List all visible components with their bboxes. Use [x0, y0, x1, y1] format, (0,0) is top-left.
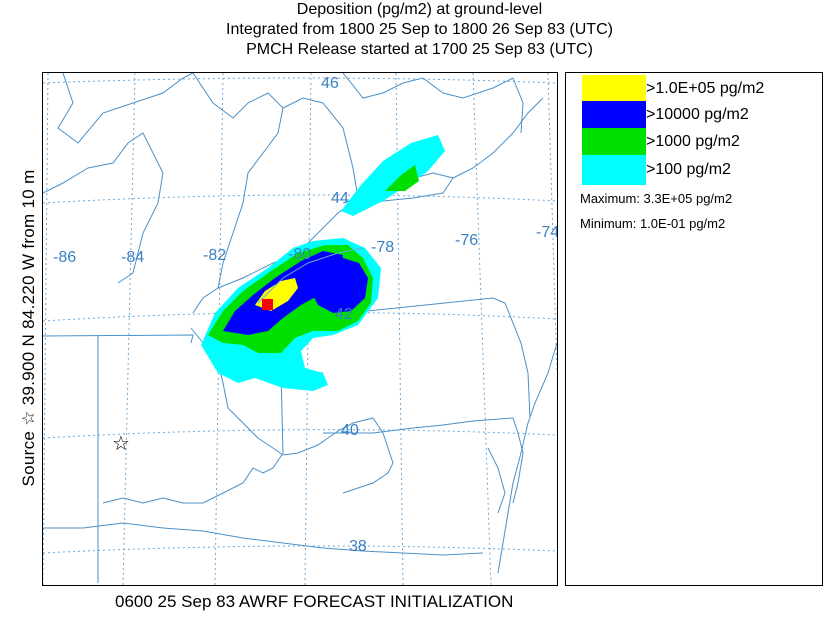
legend-maximum: Maximum: 3.3E+05 pg/m2 [580, 191, 733, 206]
legend-swatch-1000 [582, 128, 646, 158]
legend-label-100: >100 pg/m2 [646, 161, 731, 178]
legend-label-10000: >10000 pg/m2 [646, 106, 749, 123]
title-line-3: PMCH Release started at 1700 25 Sep 83 (… [246, 41, 593, 58]
lat-label-38: 38 [349, 538, 367, 555]
source-location-label-container: Source ☆ 39.900 N 84.220 W from 10 m [18, 72, 40, 584]
lat-label-46: 46 [321, 75, 339, 92]
legend-swatch-1e5 [582, 75, 646, 105]
lat-label-44: 44 [331, 190, 349, 207]
map-panel[interactable]: -86 -84 -82 -80 -78 -76 -74 46 44 42 40 … [42, 72, 558, 586]
map-svg[interactable]: -86 -84 -82 -80 -78 -76 -74 46 44 42 40 … [43, 73, 557, 585]
lat-label-40: 40 [341, 422, 359, 439]
plume-green-northeast [385, 165, 419, 191]
lon-label-76: -76 [455, 232, 478, 249]
legend-panel: >1.0E+05 pg/m2 >10000 pg/m2 >1000 pg/m2 … [565, 72, 823, 586]
title-line-1: Deposition (pg/m2) at ground-level [296, 1, 543, 18]
plume-cyan-northeast [341, 135, 445, 216]
legend-swatch-100 [582, 155, 646, 185]
lon-label-86: -86 [53, 249, 76, 266]
maximum-deposition-marker [262, 299, 273, 310]
lon-label-78: -78 [371, 239, 394, 256]
title-line-2: Integrated from 1800 25 Sep to 1800 26 S… [226, 21, 613, 38]
deposition-plume [201, 135, 445, 391]
forecast-initialization-footer: 0600 25 Sep 83 AWRF FORECAST INITIALIZAT… [115, 592, 514, 611]
legend-label-1e5: >1.0E+05 pg/m2 [646, 80, 765, 97]
star-outline-icon[interactable]: ☆ [112, 431, 130, 455]
lon-label-74: -74 [536, 224, 557, 241]
source-location-label: Source ☆ 39.900 N 84.220 W from 10 m [19, 169, 38, 487]
legend-label-1000: >1000 pg/m2 [646, 133, 740, 150]
latitude-gridlines [43, 77, 557, 554]
lon-label-80: -80 [288, 246, 311, 263]
plume-blue-east [311, 258, 368, 313]
lat-label-42: 42 [335, 306, 353, 323]
lon-label-84: -84 [121, 249, 144, 266]
legend-minimum: Minimum: 1.0E-01 pg/m2 [580, 216, 726, 231]
legend-swatch-10000 [582, 101, 646, 131]
lon-label-82: -82 [203, 247, 226, 264]
